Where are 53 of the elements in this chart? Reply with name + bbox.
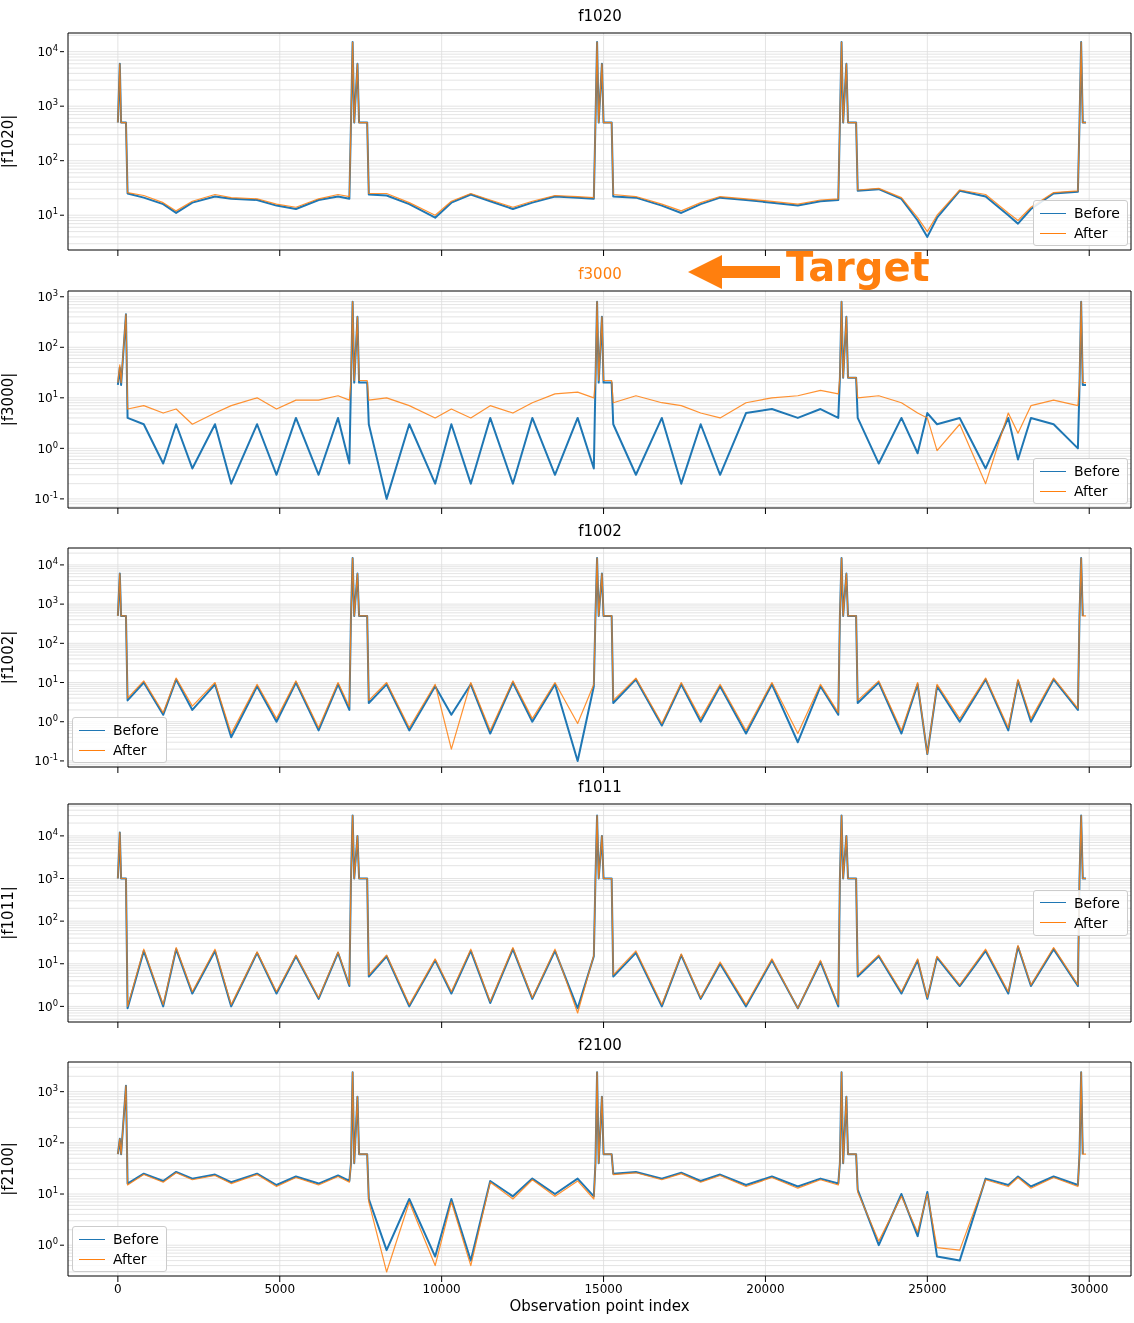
legend-label: After [1074,483,1108,499]
legend-label: After [1074,914,1108,931]
y-tick-label: 10$^{0}$ [37,439,58,456]
y-axis-title: |f1011| [0,886,18,940]
y-tick-label: 10$^{3}$ [37,287,58,304]
legend-label: Before [1074,205,1120,221]
y-tick-label: 10$^{4}$ [37,42,58,59]
legend-label: Before [113,1231,159,1247]
y-tick-label: 10$^{3}$ [37,869,58,886]
chart-title: f3000 [578,265,622,283]
x-tick-label: 10000 [422,1281,461,1296]
legend-label: After [113,742,147,758]
y-tick-label: 10$^{0}$ [37,712,58,729]
chart-title: f1020 [577,7,623,25]
legend-label: Before [1074,894,1120,911]
y-tick-label: 10$^{1}$ [37,389,58,406]
y-tick-label: 10$^{3}$ [37,1082,58,1099]
y-tick-label: 10$^{2}$ [37,912,58,929]
y-tick-label: 10$^{2}$ [37,338,58,355]
chart-title: f1011 [577,778,623,796]
y-tick-label: 10$^{-1}$ [34,752,58,769]
annotation: Target [786,244,930,290]
y-tick-label: 10$^{1}$ [37,673,58,690]
legend-label: After [113,1251,147,1267]
x-tick-label: 15000 [584,1281,623,1296]
y-tick-label: 10$^{2}$ [37,634,58,651]
y-tick-label: 10$^{2}$ [37,151,58,168]
legend-label: Before [1074,463,1120,479]
y-axis-title: |f1002| [0,630,18,685]
y-tick-label: 10$^{2}$ [37,1134,58,1151]
y-tick-label: 10$^{4}$ [37,827,58,844]
y-tick-label: 10$^{4}$ [37,556,58,573]
y-tick-label: 10$^{3}$ [37,595,58,612]
x-tick-label: 25000 [908,1281,947,1296]
x-tick-label: 30000 [1070,1281,1109,1296]
y-tick-label: 10$^{0}$ [37,997,58,1014]
y-axis-title: |f2100| [0,1142,18,1196]
y-axis-title: |f1020| [0,114,18,169]
y-tick-label: 10$^{3}$ [37,97,58,114]
y-tick-label: 10$^{1}$ [37,1185,58,1202]
legend-label: Before [113,722,159,738]
x-axis-title: Observation point index [509,1297,690,1315]
y-tick-label: 10$^{0}$ [37,1236,58,1253]
y-axis-title: |f3000| [0,372,18,427]
chart-title: f1002 [577,522,623,540]
x-tick-label: 20000 [746,1281,785,1296]
y-tick-label: 10$^{1}$ [37,206,58,223]
legend-label: After [1074,225,1108,241]
x-tick-label: 0 [114,1281,122,1296]
y-tick-label: 10$^{1}$ [37,954,58,971]
x-tick-label: 5000 [264,1281,296,1296]
chart-title: f2100 [577,1036,623,1054]
y-tick-label: 10$^{-1}$ [34,490,58,507]
